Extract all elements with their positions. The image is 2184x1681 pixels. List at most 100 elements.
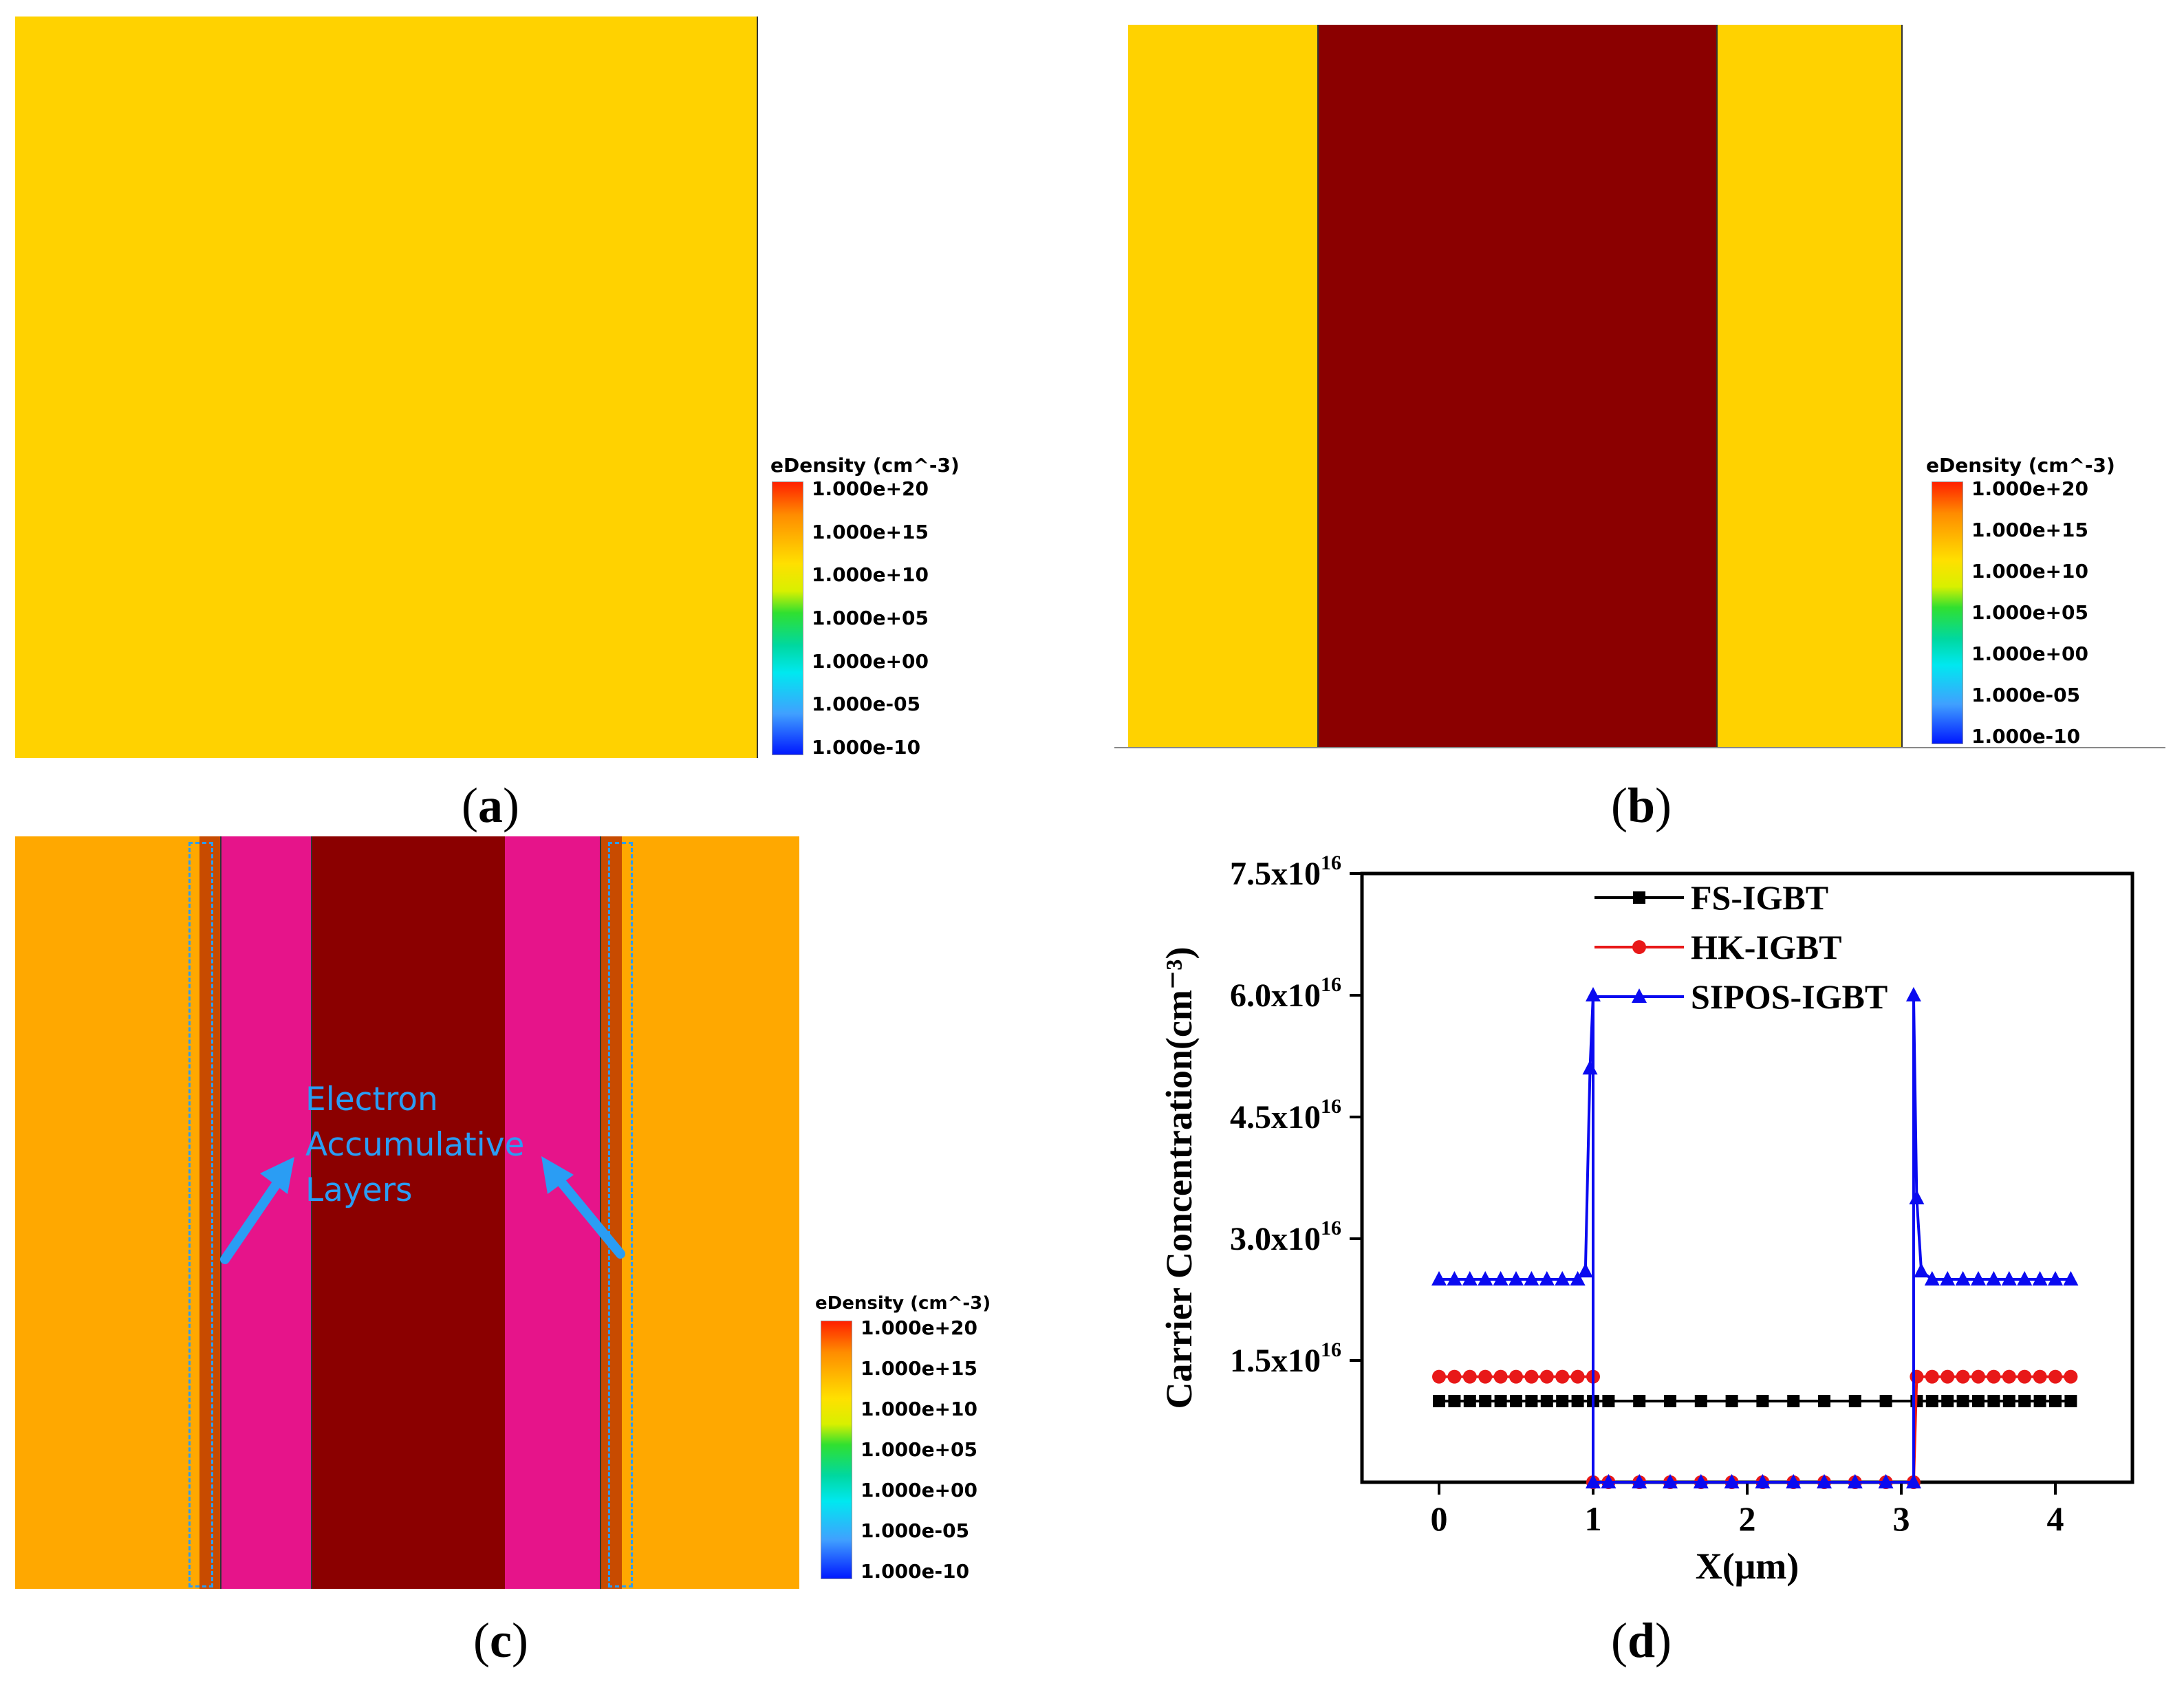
x-tick-label: 0 bbox=[1431, 1499, 1448, 1538]
colorbar-tick-label: 1.000e-10 bbox=[812, 736, 921, 759]
annotation-arrows bbox=[220, 1156, 625, 1264]
colorbar-tick-label: 1.000e-05 bbox=[861, 1519, 970, 1542]
colorbar-tick-label: 1.000e+05 bbox=[812, 607, 929, 629]
data-point bbox=[1956, 1395, 1969, 1407]
data-point bbox=[1433, 1395, 1445, 1407]
colorbar-tick-label: 1.000e-05 bbox=[1971, 684, 2081, 706]
data-point bbox=[1602, 1395, 1615, 1407]
data-point bbox=[2049, 1395, 2062, 1407]
x-tick-label: 4 bbox=[2047, 1499, 2064, 1538]
data-point bbox=[1909, 1190, 1925, 1204]
data-point bbox=[1524, 1369, 1539, 1384]
colorbar-tick-label: 1.000e+15 bbox=[1971, 519, 2088, 541]
panel-a bbox=[15, 17, 758, 758]
data-point bbox=[1570, 1369, 1585, 1384]
colorbar-tick-label: 1.000e+20 bbox=[812, 477, 929, 500]
colorbar-tick-label: 1.000e+15 bbox=[861, 1357, 977, 1380]
arrow-right-head bbox=[541, 1156, 574, 1194]
caption-close: ) bbox=[1655, 1613, 1672, 1668]
x-tick-label: 2 bbox=[1739, 1499, 1756, 1538]
caption-open: ( bbox=[1610, 778, 1628, 833]
caption-open: ( bbox=[473, 1613, 490, 1668]
colorbar-tick-label: 1.000e+05 bbox=[1971, 601, 2088, 624]
colorbar-title: eDensity (cm^-3) bbox=[815, 1293, 991, 1314]
dark-red-region bbox=[311, 836, 508, 1589]
colorbar-tick-label: 1.000e+20 bbox=[861, 1316, 977, 1339]
data-point bbox=[1462, 1369, 1477, 1384]
x-tick-label: 3 bbox=[1893, 1499, 1910, 1538]
data-point bbox=[1755, 1474, 1771, 1488]
data-point bbox=[1940, 1369, 1955, 1384]
colorbar-tick-label: 1.000e+20 bbox=[1971, 477, 2088, 500]
data-point bbox=[1577, 1263, 1593, 1278]
data-point bbox=[2032, 1271, 2048, 1286]
data-point bbox=[1879, 1395, 1892, 1407]
caption-letter: b bbox=[1627, 778, 1656, 833]
data-point bbox=[1556, 1395, 1569, 1407]
data-point bbox=[1664, 1395, 1676, 1407]
y-tick-label: 7.5x1016 bbox=[1230, 852, 1341, 892]
data-point bbox=[1987, 1395, 2000, 1407]
data-point bbox=[1848, 1395, 1861, 1407]
data-point bbox=[1540, 1395, 1553, 1407]
data-point bbox=[1432, 1369, 1446, 1384]
data-point bbox=[1586, 1474, 1601, 1488]
panel-c: Electron Accumulative Layers bbox=[15, 836, 799, 1589]
data-point bbox=[1817, 1474, 1832, 1488]
dashed-box-left bbox=[188, 842, 213, 1587]
data-point bbox=[1479, 1395, 1492, 1407]
data-point bbox=[1694, 1395, 1707, 1407]
colorbar-tick-label: 1.000e+15 bbox=[812, 520, 929, 543]
colorbar-tick-label: 1.000e+10 bbox=[812, 563, 929, 587]
data-point bbox=[2033, 1369, 2047, 1384]
x-tick-label: 1 bbox=[1585, 1499, 1602, 1538]
data-point bbox=[1986, 1271, 2002, 1286]
caption-open: ( bbox=[462, 778, 478, 833]
annotation-text: Electron Accumulative Layers bbox=[305, 1077, 524, 1213]
data-point bbox=[1971, 1369, 1985, 1384]
data-point bbox=[1586, 987, 1601, 1001]
data-point bbox=[1462, 1271, 1478, 1286]
data-point bbox=[2048, 1271, 2063, 1286]
annotation-line-3: Layers bbox=[305, 1171, 413, 1209]
legend-label: HK-IGBT bbox=[1691, 928, 1841, 966]
colorbar-tick-label: 1.000e+10 bbox=[1971, 560, 2088, 583]
data-point bbox=[1448, 1395, 1461, 1407]
colorbar-title: eDensity (cm^-3) bbox=[770, 454, 960, 477]
data-point bbox=[2002, 1369, 2016, 1384]
annotation-line-2: Accumulative bbox=[305, 1126, 525, 1164]
caption-letter: d bbox=[1627, 1613, 1656, 1668]
data-point bbox=[2018, 1369, 2032, 1384]
data-point bbox=[2064, 1395, 2077, 1407]
data-point bbox=[1787, 1395, 1800, 1407]
data-point bbox=[1972, 1395, 1985, 1407]
data-point bbox=[2001, 1271, 2017, 1286]
data-point bbox=[1633, 1395, 1646, 1407]
data-point bbox=[1509, 1369, 1523, 1384]
data-point bbox=[1571, 1395, 1584, 1407]
data-point bbox=[1509, 1271, 1524, 1286]
data-point bbox=[1756, 1395, 1769, 1407]
accumulation-layer-right bbox=[600, 836, 622, 1589]
data-point bbox=[1447, 1369, 1462, 1384]
accumulation-layer-left bbox=[199, 836, 220, 1589]
data-point bbox=[1632, 988, 1647, 1003]
data-point bbox=[1431, 1271, 1447, 1286]
data-point bbox=[2018, 1395, 2031, 1407]
data-point bbox=[1724, 1474, 1740, 1488]
data-point bbox=[1663, 1474, 1678, 1488]
caption-close: ) bbox=[511, 1613, 528, 1668]
data-point bbox=[2002, 1395, 2015, 1407]
data-point bbox=[1601, 1474, 1617, 1488]
data-point bbox=[1818, 1395, 1830, 1407]
arrow-right-shaft bbox=[554, 1174, 625, 1259]
data-point bbox=[1539, 1271, 1555, 1286]
series-fs-igbt bbox=[1433, 1395, 2077, 1407]
colorbar-gradient bbox=[1932, 481, 1963, 744]
data-point bbox=[1447, 1271, 1462, 1286]
colorbar-tick-label: 1.000e+00 bbox=[1971, 642, 2088, 665]
data-point bbox=[1555, 1369, 1570, 1384]
colorbar-gradient bbox=[821, 1321, 852, 1579]
colorbar-tick-label: 1.000e-10 bbox=[861, 1560, 970, 1583]
y-tick-label: 3.0x1016 bbox=[1230, 1217, 1341, 1257]
